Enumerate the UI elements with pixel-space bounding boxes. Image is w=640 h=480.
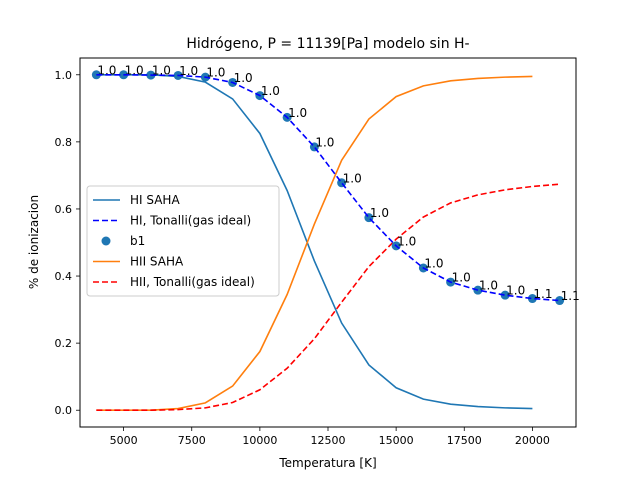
data-label-b1: 1.0 <box>370 206 389 220</box>
scatter-point-b1 <box>527 294 537 304</box>
x-tick-label: 20000 <box>515 434 550 447</box>
legend-label-hii-saha: HII SAHA <box>130 255 184 269</box>
data-label-b1: 1.0 <box>452 271 471 285</box>
data-label-b1: 1.0 <box>206 66 225 80</box>
x-tick-label: 10000 <box>242 434 277 447</box>
data-label-b1: 1.0 <box>506 284 525 298</box>
legend-box <box>86 185 280 297</box>
data-label-b1: 1.0 <box>288 106 307 120</box>
x-tick-label: 15000 <box>379 434 414 447</box>
y-tick-label: 0.4 <box>55 270 73 283</box>
y-tick-label: 0.6 <box>55 203 73 216</box>
data-label-b1: 1.1 <box>533 287 552 301</box>
y-axis-label: % de ionizacion <box>27 195 41 289</box>
legend-label-b1: b1 <box>130 234 145 248</box>
y-tick-label: 0.0 <box>55 404 73 417</box>
y-tick-label: 0.2 <box>55 337 73 350</box>
data-label-b1: 1.0 <box>479 279 498 293</box>
data-label-b1: 1.0 <box>424 256 443 270</box>
y-axis: 0.0 0.2 0.4 0.6 0.8 1.0 <box>55 69 80 417</box>
data-label-b1: 1.1 <box>561 289 580 303</box>
data-label-b1: 1.0 <box>97 63 116 77</box>
chart-title: Hidrógeno, P = 11139[Pa] modelo sin H- <box>186 36 469 52</box>
x-tick-label: 7500 <box>178 434 206 447</box>
y-tick-label: 1.0 <box>55 69 73 82</box>
plot-area: 1.0 1.0 1.0 1.0 1.0 1.0 1.0 1.0 1.0 1.0 1.0 1.0 1.0 1… <box>91 63 580 412</box>
data-label-b1: 1.0 <box>125 63 144 77</box>
x-tick-label: 17500 <box>447 434 482 447</box>
data-label-b1: 1.0 <box>315 135 334 149</box>
x-axis: 5000 7500 10000 12500 15000 17500 20000 <box>110 427 550 447</box>
legend-marker-b1 <box>101 236 111 246</box>
data-label-b1: 1.0 <box>343 171 362 185</box>
series-line-hi-tonalli-gas-ideal <box>96 73 560 302</box>
scatter-point-b1 <box>555 296 565 306</box>
y-tick-label: 0.8 <box>55 136 73 149</box>
data-label-b1: 1.0 <box>152 64 171 78</box>
scatter-point-b1 <box>500 290 510 300</box>
data-label-b1: 1.0 <box>179 64 198 78</box>
data-label-b1: 1.0 <box>234 71 253 85</box>
data-label-b1: 1.0 <box>397 234 416 248</box>
x-tick-label: 5000 <box>110 434 138 447</box>
legend-label-hii-tonalli-gas-ideal: HII, Tonalli(gas ideal) <box>130 275 255 289</box>
x-axis-label: Temperatura [K] <box>278 456 376 470</box>
data-label-b1: 1.0 <box>261 84 280 98</box>
series-line-hii-tonalli-gas-ideal <box>96 183 560 412</box>
legend-label-hi-saha: HI SAHA <box>130 193 180 207</box>
legend-label-hi-tonalli-gas-ideal: HI, Tonalli(gas ideal) <box>130 214 251 228</box>
legend: HI SAHA HI, Tonalli(gas ideal) b1 HII SAHA H… <box>86 185 280 297</box>
x-tick-label: 12500 <box>311 434 346 447</box>
